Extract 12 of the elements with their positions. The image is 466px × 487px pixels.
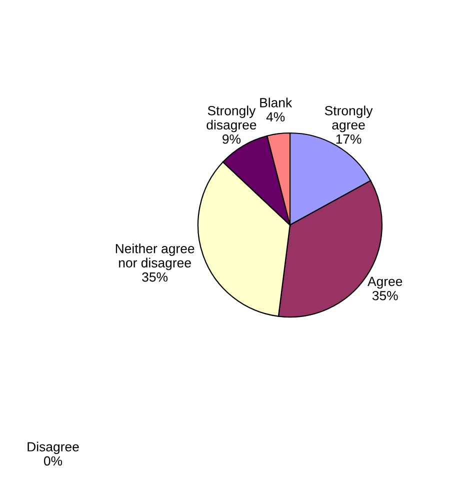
slice-label: Neither agree nor disagree [116,244,194,270]
category-label: Disagree [28,442,79,454]
slice-label: Agree [368,276,402,289]
slice-label: Blank [260,98,292,108]
text: 0% [44,456,62,466]
data-label: 9% [222,134,241,144]
slice-label: Strongly agree [324,106,373,132]
data-label: 17% [336,134,362,144]
data-label: 35% [372,290,398,300]
data-label: 4% [266,112,285,122]
data-label: 35% [142,272,168,282]
slice-label: Strongly disagree [206,106,256,132]
